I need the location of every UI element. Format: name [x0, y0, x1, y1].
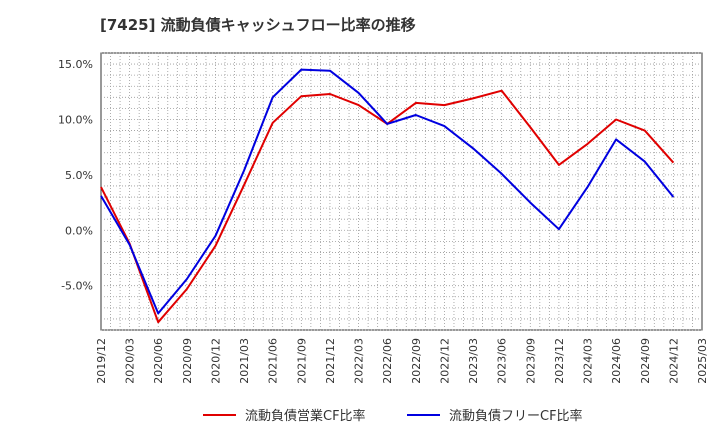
- legend-label-1: 流動負債営業CF比率: [245, 408, 366, 424]
- y-tick-label: 5.0%: [65, 169, 93, 182]
- x-tick-label: 2021/09: [295, 338, 308, 384]
- x-tick-label: 2021/12: [324, 338, 337, 384]
- y-tick-label: -5.0%: [61, 280, 93, 293]
- x-tick-label: 2021/06: [267, 338, 280, 384]
- x-tick-label: 2020/06: [152, 338, 165, 384]
- x-tick-label: 2024/03: [582, 338, 595, 384]
- series-line-2: [100, 68, 675, 315]
- x-tick-label: 2022/03: [353, 338, 366, 384]
- y-tick-label: 10.0%: [58, 113, 93, 126]
- x-tick-label: 2024/09: [639, 338, 652, 384]
- x-tick-label: 2020/12: [209, 338, 222, 384]
- x-tick-label: 2023/12: [553, 338, 566, 384]
- x-tick-label: 2019/12: [95, 338, 108, 384]
- x-tick-label: 2021/03: [238, 338, 251, 384]
- x-tick-label: 2025/03: [696, 338, 709, 384]
- x-tick-label: 2020/03: [124, 338, 137, 384]
- x-tick-label: 2024/06: [610, 338, 623, 384]
- x-tick-label: 2024/12: [667, 338, 680, 384]
- x-tick-label: 2023/09: [524, 338, 537, 384]
- y-tick-label: 0.0%: [65, 224, 93, 237]
- vertical-gridlines: [110, 53, 693, 330]
- x-tick-label: 2022/06: [381, 338, 394, 384]
- x-tick-label: 2023/03: [467, 338, 480, 384]
- x-tick-label: 2023/06: [496, 338, 509, 384]
- plot-area: [100, 52, 703, 331]
- x-tick-label: 2022/09: [410, 338, 423, 384]
- chart-title: [7425] 流動負債キャッシュフロー比率の推移: [100, 16, 416, 34]
- x-tick-label: 2022/12: [438, 338, 451, 384]
- y-tick-label: 15.0%: [58, 58, 93, 71]
- x-tick-label: 2020/09: [181, 338, 194, 384]
- legend-label-2: 流動負債フリーCF比率: [449, 408, 583, 424]
